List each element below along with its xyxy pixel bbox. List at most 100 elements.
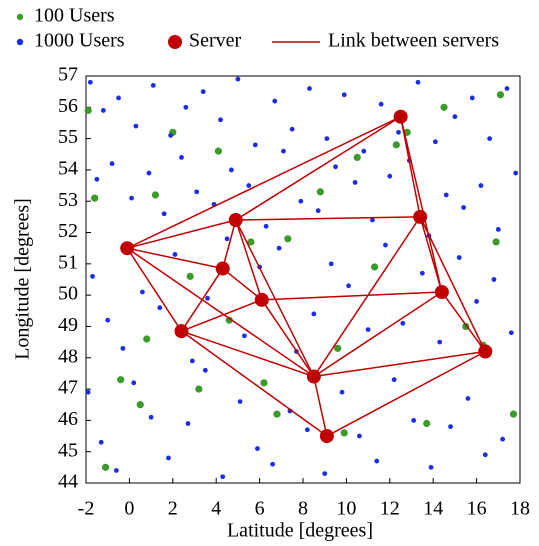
user-point bbox=[383, 242, 388, 248]
user-point bbox=[437, 339, 443, 345]
user-point bbox=[183, 104, 189, 110]
user-point bbox=[474, 299, 479, 304]
user-point bbox=[276, 245, 282, 251]
server-link bbox=[261, 291, 442, 301]
user-point bbox=[161, 211, 167, 217]
user-point bbox=[491, 277, 497, 282]
user-point bbox=[504, 86, 510, 91]
user-point bbox=[185, 421, 191, 426]
user-point bbox=[513, 170, 519, 176]
user-point bbox=[289, 126, 295, 132]
y-tick-label: 49 bbox=[58, 314, 78, 336]
user-point bbox=[195, 385, 203, 393]
y-tick-label: 51 bbox=[58, 251, 78, 273]
server-point bbox=[228, 213, 243, 228]
server-link bbox=[235, 216, 421, 221]
user-point bbox=[98, 439, 104, 445]
user-point bbox=[392, 141, 400, 149]
user-point bbox=[341, 92, 347, 98]
x-tick-label: 2 bbox=[168, 498, 178, 520]
x-tick-label: 14 bbox=[423, 498, 443, 520]
user-point bbox=[113, 468, 119, 473]
user-point bbox=[189, 358, 195, 364]
user-point bbox=[307, 86, 312, 91]
server-point bbox=[306, 369, 321, 384]
user-point bbox=[235, 76, 241, 82]
user-point bbox=[495, 227, 501, 232]
user-point bbox=[91, 194, 99, 202]
user-point bbox=[333, 164, 338, 170]
user-point bbox=[315, 208, 321, 214]
server-link bbox=[261, 299, 315, 377]
user-point bbox=[298, 198, 304, 204]
user-point bbox=[311, 311, 317, 317]
user-point bbox=[133, 123, 139, 129]
x-tick-label: 10 bbox=[336, 498, 356, 520]
user-point bbox=[281, 148, 286, 154]
y-tick-label: 55 bbox=[58, 126, 78, 148]
user-point bbox=[252, 142, 258, 148]
user-point bbox=[255, 446, 260, 451]
user-point bbox=[396, 129, 401, 135]
user-point bbox=[492, 238, 500, 246]
user-point bbox=[131, 380, 137, 386]
user-point bbox=[440, 103, 448, 111]
server-link bbox=[222, 267, 263, 301]
server-link bbox=[419, 216, 486, 352]
user-point bbox=[478, 183, 484, 188]
server-link bbox=[326, 350, 486, 437]
user-point bbox=[500, 436, 506, 442]
user-point bbox=[87, 79, 93, 85]
user-point bbox=[166, 455, 171, 461]
user-point bbox=[482, 452, 488, 458]
user-point bbox=[334, 344, 342, 352]
server-point bbox=[215, 261, 230, 276]
server-link bbox=[235, 116, 402, 221]
user-point bbox=[150, 82, 156, 88]
x-tick-label: 16 bbox=[467, 498, 487, 520]
y-tick-label: 53 bbox=[58, 189, 78, 211]
user-point bbox=[116, 95, 121, 101]
user-point bbox=[85, 389, 91, 395]
x-tick-label: -2 bbox=[78, 498, 95, 520]
user-point bbox=[496, 91, 505, 99]
legend-label: Server bbox=[189, 30, 242, 52]
user-point bbox=[428, 464, 434, 470]
server-link bbox=[180, 268, 224, 332]
user-point bbox=[105, 317, 111, 323]
server-link bbox=[441, 291, 486, 352]
user-point bbox=[109, 161, 115, 167]
user-point bbox=[361, 148, 367, 154]
user-point bbox=[509, 410, 518, 418]
user-point bbox=[452, 114, 458, 120]
user-point bbox=[353, 153, 361, 161]
user-point bbox=[432, 139, 438, 145]
user-point bbox=[465, 396, 471, 401]
y-axis-label: Longitude [degrees] bbox=[12, 198, 34, 360]
user-point bbox=[218, 117, 223, 123]
server-point bbox=[174, 324, 189, 339]
user-point bbox=[469, 95, 475, 101]
user-point bbox=[316, 188, 324, 196]
server-link bbox=[221, 219, 237, 269]
user-point bbox=[400, 320, 406, 326]
server-link bbox=[181, 299, 263, 332]
user-point bbox=[284, 235, 292, 243]
user-point bbox=[172, 252, 178, 257]
user-point bbox=[378, 101, 384, 107]
user-point bbox=[448, 424, 453, 430]
user-point bbox=[411, 417, 417, 423]
user-point bbox=[339, 389, 345, 395]
y-tick-label: 45 bbox=[58, 439, 78, 461]
user-point bbox=[247, 238, 255, 246]
x-tick-label: 6 bbox=[255, 498, 265, 520]
user-point bbox=[224, 236, 230, 242]
user-point bbox=[140, 289, 145, 295]
user-point bbox=[186, 272, 194, 280]
y-tick-label: 44 bbox=[58, 471, 78, 493]
user-point bbox=[272, 98, 278, 104]
legend-label: Link between servers bbox=[328, 30, 499, 52]
user-point bbox=[304, 427, 310, 433]
server-point bbox=[254, 292, 269, 307]
